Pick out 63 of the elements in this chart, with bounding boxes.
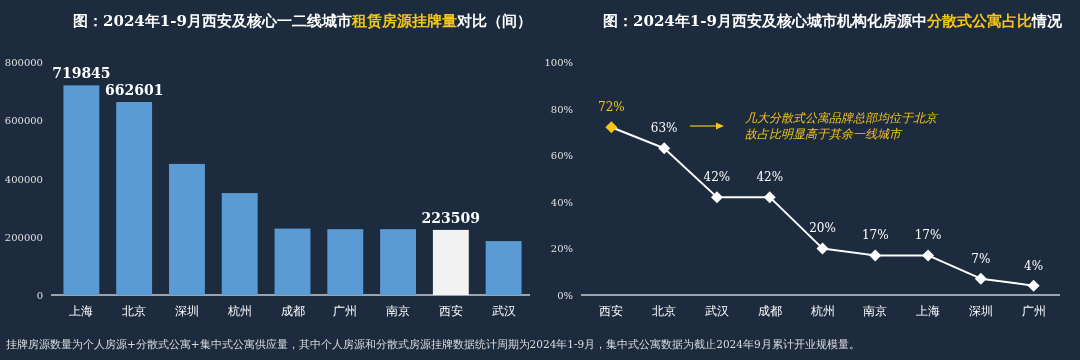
chart-title: 图：2024年1-9月西安及核心一二线城市租赁房源挂牌量对比（间） — [73, 12, 532, 30]
bar — [380, 229, 416, 295]
x-tick-label: 北京 — [122, 304, 147, 318]
data-label: 719845 — [52, 65, 111, 82]
y-tick-label: 200000 — [4, 231, 43, 243]
y-tick-label: 0% — [557, 290, 573, 301]
x-tick-label: 深圳 — [174, 304, 199, 318]
bar — [63, 85, 100, 295]
data-label: 7% — [971, 251, 991, 266]
bar — [327, 229, 364, 295]
text: 挂牌房源数量为个人房源+分散式公寓+集中式公寓供应量，其中个人房源和分散式房源挂牌数据统计周期为2024年1-9月，集中式公寓数据为截止2024年9月累计开业规模量。 — [6, 338, 860, 350]
y-tick-label: 40% — [550, 196, 573, 208]
x-tick-label: 武汉 — [491, 304, 516, 318]
x-tick-label: 南京 — [863, 304, 888, 318]
bar — [169, 163, 205, 295]
data-label: 42% — [703, 170, 731, 185]
y-tick-label: 400000 — [4, 173, 43, 185]
data-label: 17% — [861, 228, 889, 243]
bar — [274, 228, 311, 295]
x-tick-label: 杭州 — [226, 304, 252, 318]
data-label: 72% — [598, 100, 625, 115]
x-tick-label: 北京 — [652, 304, 677, 318]
data-label: 4% — [1024, 258, 1044, 273]
x-tick-label: 广州 — [1021, 304, 1046, 318]
point — [922, 249, 935, 262]
data-label: 42% — [756, 170, 784, 185]
point — [1027, 279, 1040, 292]
x-tick-label: 杭州 — [809, 304, 835, 318]
x-tick-label: 上海 — [69, 304, 94, 318]
y-tick-label: 600000 — [4, 115, 43, 127]
y-tick-label: 60% — [550, 150, 573, 162]
chart-title: 图：2024年1-9月西安及核心城市机构化房源中分散式公寓占比情况 — [603, 12, 1063, 30]
bar — [432, 229, 469, 295]
x-tick-label: 南京 — [386, 304, 411, 318]
y-tick-label: 100% — [544, 57, 573, 68]
point — [605, 121, 618, 134]
x-tick-label: 武汉 — [704, 304, 729, 318]
x-tick-label: 成都 — [280, 304, 305, 318]
point — [710, 191, 723, 204]
x-tick-label: 广州 — [333, 304, 358, 318]
y-tick-label: 80% — [550, 103, 573, 115]
point — [658, 142, 671, 155]
data-label: 17% — [914, 228, 942, 243]
data-label: 63% — [650, 121, 678, 136]
point — [763, 191, 776, 204]
x-tick-label: 西安 — [438, 304, 463, 318]
data-label: 223509 — [421, 209, 481, 226]
y-tick-label: 800000 — [4, 57, 43, 68]
annotation: 几大分散式公寓品牌总部均位于北京故占比明显高于其余一线城市 — [745, 111, 939, 141]
x-tick-label: 成都 — [757, 304, 782, 318]
point — [816, 242, 829, 255]
data-label: 662601 — [104, 82, 164, 99]
x-tick-label: 上海 — [916, 304, 941, 318]
x-tick-label: 深圳 — [968, 304, 993, 318]
y-tick-label: 0 — [36, 290, 43, 301]
bar — [485, 241, 522, 295]
bar — [221, 193, 258, 295]
bar — [116, 102, 153, 295]
y-tick-label: 20% — [550, 243, 573, 255]
point — [869, 249, 882, 262]
x-tick-label: 西安 — [599, 304, 624, 318]
point — [974, 272, 987, 285]
data-label: 20% — [809, 221, 836, 236]
